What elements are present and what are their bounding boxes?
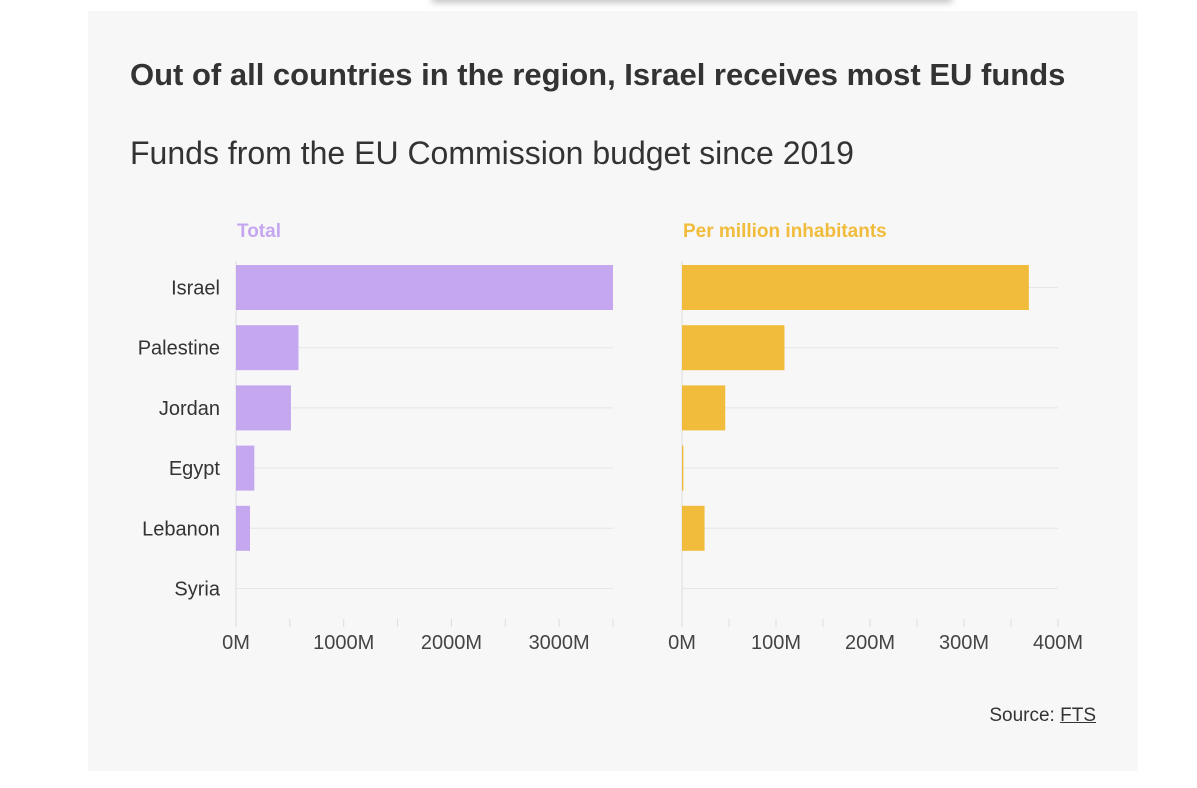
bar-israel [236,265,613,310]
tick-label: 3000M [529,632,590,654]
bar-egypt [682,445,684,491]
chart-card: Out of all countries in the region, Isra… [88,11,1138,771]
category-label: Syria [174,579,220,601]
tick-label: 200M [845,632,895,654]
bar-jordan [236,385,291,431]
category-label: Jordan [159,398,220,420]
bar-israel [682,265,1029,310]
tick-label: 1000M [313,632,374,654]
chart-title: Out of all countries in the region, Isra… [130,57,1066,92]
bar-lebanon [236,505,251,551]
tick-label: 400M [1033,632,1083,654]
source-link[interactable]: FTS [1060,705,1096,726]
category-label: Palestine [138,338,220,360]
panel-title-1: Per million inhabitants [683,221,887,242]
bar-egypt [236,445,255,491]
category-label: Lebanon [142,518,220,540]
bar-jordan [682,385,726,431]
tick-label: 0M [222,632,250,654]
bar-palestine [682,325,785,371]
tick-label: 300M [939,632,989,654]
tick-label: 100M [751,632,801,654]
category-label: Egypt [169,458,221,480]
tick-label: 0M [668,632,696,654]
category-label: Israel [171,278,220,300]
bar-palestine [236,325,299,371]
tick-label: 2000M [421,632,482,654]
bar-lebanon [682,505,705,551]
source-note: Source: FTS [989,705,1096,727]
source-label: Source: [989,705,1061,726]
bar-charts: Total Israel Palestine Jordan Egypt Lebanon Sy… [138,221,1083,654]
panel-title-0: Total [237,221,281,242]
chart-subtitle: Funds from the EU Commission budget sinc… [130,135,854,171]
